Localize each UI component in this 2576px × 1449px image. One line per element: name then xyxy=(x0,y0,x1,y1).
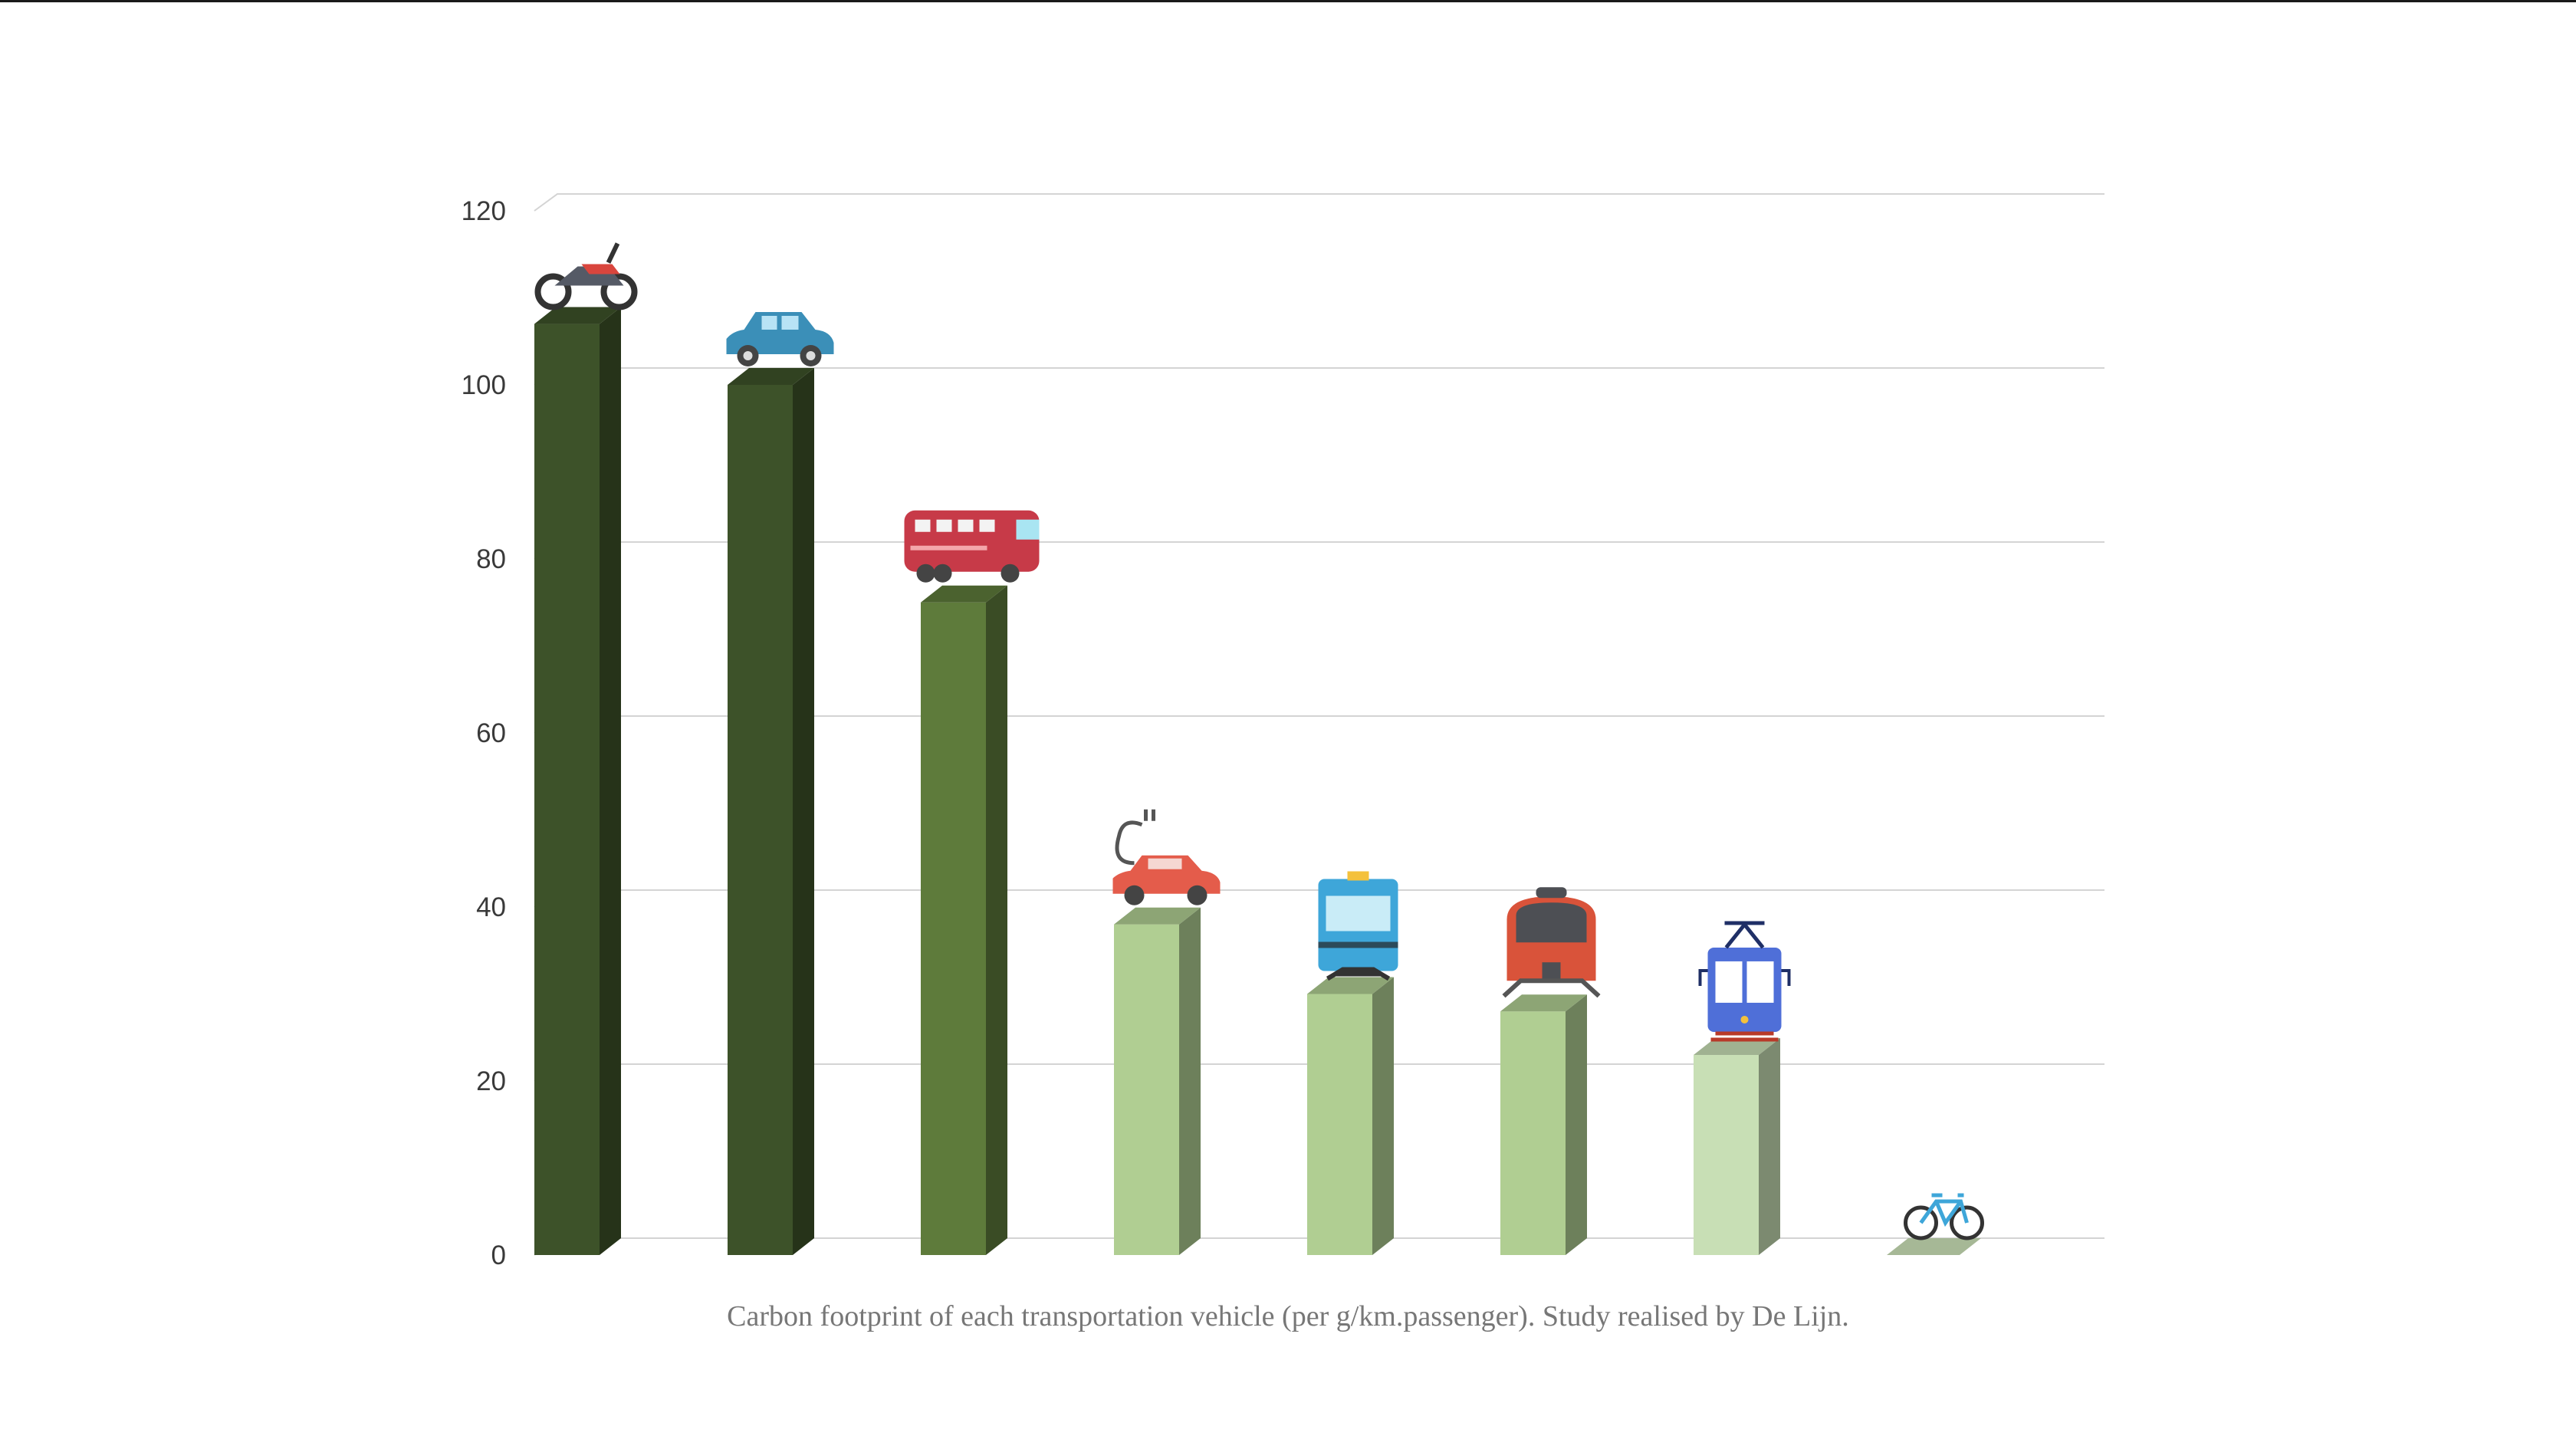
chart-caption: Carbon footprint of each transportation … xyxy=(727,1300,1849,1332)
bar-side xyxy=(1759,1037,1780,1255)
bar-side xyxy=(600,307,621,1255)
y-tick-label: 20 xyxy=(476,1066,506,1096)
y-tick-label: 120 xyxy=(462,196,506,226)
train-icon xyxy=(1502,887,1601,998)
top-border xyxy=(0,0,2576,2)
bar-front xyxy=(534,324,600,1255)
y-tick-label: 60 xyxy=(476,718,506,748)
bar-electric-car xyxy=(1112,809,1221,1255)
bar-bicycle xyxy=(1887,1193,1984,1255)
bar-side xyxy=(986,585,1007,1255)
bar-top xyxy=(1114,907,1201,925)
bar-bus xyxy=(904,510,1040,1255)
y-tick-label: 100 xyxy=(462,370,506,400)
electric-car-icon xyxy=(1112,809,1221,905)
bar-side xyxy=(1179,907,1201,1255)
bar-top xyxy=(1500,994,1587,1012)
bar-front xyxy=(1114,924,1179,1255)
bar-top xyxy=(1307,977,1394,994)
bar-front xyxy=(728,385,793,1255)
y-tick-label: 80 xyxy=(476,544,506,574)
bus-icon xyxy=(904,510,1040,583)
car-icon xyxy=(726,312,834,366)
bar-front xyxy=(921,602,986,1255)
bar-motorcycle xyxy=(534,242,638,1255)
bar-tram xyxy=(1694,921,1791,1255)
bar-side xyxy=(1566,994,1587,1255)
metro-icon xyxy=(1318,871,1398,981)
bar-top xyxy=(534,307,621,324)
bar-top xyxy=(1694,1037,1780,1055)
bar-car xyxy=(726,312,834,1255)
bar-side xyxy=(793,368,814,1255)
bar-front xyxy=(1694,1054,1759,1255)
bar-top xyxy=(728,368,814,385)
motorcycle-icon xyxy=(534,242,638,310)
bar-top xyxy=(921,585,1007,603)
bar-flat xyxy=(1887,1238,1981,1255)
bar-front xyxy=(1500,1011,1566,1255)
bar-train xyxy=(1500,887,1601,1255)
gridline xyxy=(534,193,2104,212)
bar-front xyxy=(1307,994,1372,1255)
bar-side xyxy=(1372,977,1394,1255)
y-tick-label: 0 xyxy=(491,1240,506,1270)
tram-icon xyxy=(1698,921,1791,1042)
bar-metro xyxy=(1307,871,1398,1255)
bicycle-icon xyxy=(1904,1193,1984,1240)
y-tick-label: 40 xyxy=(476,892,506,922)
